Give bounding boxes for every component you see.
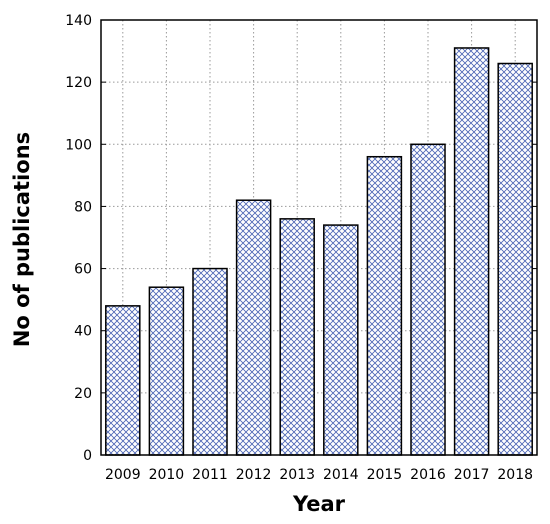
bar-2015 <box>366 155 403 456</box>
y-tick-label: 140 <box>65 13 92 29</box>
x-tick-label: 2015 <box>367 467 403 483</box>
bar-2013 <box>279 218 315 456</box>
y-tick-label: 60 <box>74 262 92 278</box>
bar-2017 <box>453 47 490 456</box>
bar-2011 <box>192 267 228 456</box>
x-tick-label: 2012 <box>236 467 272 483</box>
bar-2012 <box>235 199 272 456</box>
x-tick-label: 2011 <box>192 467 228 483</box>
x-axis-ticks: 2009 2010 2011 2012 2013 2014 2015 2016 2017 2018 <box>105 467 533 483</box>
bar-2010 <box>148 286 185 456</box>
y-axis-title: No of publications <box>10 132 34 347</box>
x-tick-label: 2009 <box>105 467 141 483</box>
bar-2009 <box>105 305 141 456</box>
bar-2014 <box>323 224 359 456</box>
bar-2018 <box>497 62 533 456</box>
y-tick-label: 0 <box>83 448 92 464</box>
y-tick-label: 40 <box>74 324 92 340</box>
x-tick-label: 2014 <box>323 467 359 483</box>
plot-frame <box>100 19 538 456</box>
bar-2016 <box>410 143 446 456</box>
x-tick-label: 2013 <box>279 467 315 483</box>
x-tick-label: 2010 <box>149 467 185 483</box>
x-tick-label: 2016 <box>410 467 446 483</box>
y-tick-label: 80 <box>74 199 92 215</box>
bars <box>105 47 533 456</box>
y-tick-label: 120 <box>65 75 92 91</box>
x-tick-label: 2018 <box>497 467 533 483</box>
y-axis-ticks: 0 20 40 60 80 100 120 140 <box>65 13 537 464</box>
x-axis-title: Year <box>292 492 346 516</box>
y-tick-label: 100 <box>65 137 92 153</box>
y-tick-label: 20 <box>74 386 92 402</box>
x-tick-label: 2017 <box>454 467 490 483</box>
